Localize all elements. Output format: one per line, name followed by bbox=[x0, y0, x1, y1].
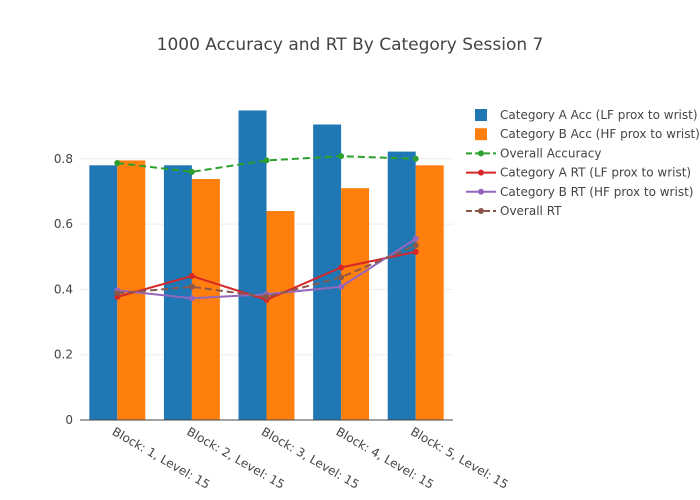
legend: Category A Acc (LF prox to wrist) Categor… bbox=[466, 108, 700, 218]
bar-category-b-acc bbox=[266, 211, 295, 420]
legend-swatch-marker bbox=[478, 188, 484, 195]
bar-category-b-acc bbox=[341, 188, 370, 420]
y-tick-label: 0.4 bbox=[54, 282, 73, 296]
legend-label: Overall Accuracy bbox=[500, 146, 601, 160]
bar-category-a-acc bbox=[89, 165, 118, 420]
y-tick-label: 0.2 bbox=[54, 348, 73, 362]
point-overall-accuracy bbox=[412, 155, 419, 162]
legend-swatch-marker bbox=[478, 208, 484, 214]
series-line-overall-rt bbox=[117, 244, 417, 298]
legend-item: Category B RT (HF prox to wrist) bbox=[466, 185, 693, 199]
y-tick-label: 0.6 bbox=[54, 217, 73, 231]
y-tick-label: 0 bbox=[65, 413, 73, 427]
legend-item: Category A Acc (LF prox to wrist) bbox=[475, 108, 698, 122]
point-overall-accuracy bbox=[263, 157, 270, 164]
point-category-a-rt bbox=[188, 273, 195, 279]
legend-swatch-marker bbox=[478, 169, 484, 176]
series-line-overall-accuracy bbox=[117, 155, 416, 173]
point-overall-rt bbox=[263, 293, 270, 300]
point-overall-accuracy bbox=[188, 168, 195, 175]
legend-swatch bbox=[475, 109, 487, 121]
point-overall-accuracy bbox=[114, 160, 121, 167]
bar-category-a-acc bbox=[238, 110, 267, 421]
point-category-b-rt bbox=[412, 235, 419, 242]
point-overall-rt bbox=[412, 242, 419, 249]
legend-swatch-marker bbox=[478, 150, 484, 157]
point-category-b-rt bbox=[338, 283, 345, 290]
point-category-a-rt bbox=[338, 264, 345, 271]
point-category-a-rt bbox=[412, 248, 419, 255]
point-overall-rt bbox=[338, 274, 345, 281]
legend-swatch bbox=[475, 128, 487, 141]
legend-item: Category B Acc (HF prox to wrist) bbox=[475, 127, 700, 141]
chart-title: 1000 Accuracy and RT By Category Session… bbox=[157, 35, 544, 55]
legend-label: Overall RT bbox=[500, 204, 562, 218]
legend-item: Overall Accuracy bbox=[466, 146, 601, 160]
bar-category-a-acc bbox=[163, 165, 192, 420]
legend-item: Overall RT bbox=[466, 204, 562, 218]
line-layer bbox=[114, 153, 419, 303]
bar-layer bbox=[89, 110, 444, 421]
point-overall-accuracy bbox=[338, 153, 345, 160]
legend-item: Category A RT (LF prox to wrist) bbox=[466, 166, 691, 180]
bar-category-a-acc bbox=[313, 124, 342, 420]
legend-label: Category B RT (HF prox to wrist) bbox=[500, 185, 693, 199]
bar-category-b-acc bbox=[415, 165, 444, 420]
point-overall-rt bbox=[188, 283, 195, 290]
point-overall-rt bbox=[114, 290, 121, 297]
bar-category-b-acc bbox=[191, 179, 220, 420]
point-category-b-rt bbox=[188, 295, 195, 302]
legend-label: Category A RT (LF prox to wrist) bbox=[500, 166, 691, 180]
legend-label: Category A Acc (LF prox to wrist) bbox=[500, 108, 698, 122]
bar-category-a-acc bbox=[387, 151, 416, 420]
legend-label: Category B Acc (HF prox to wrist) bbox=[500, 127, 700, 141]
y-tick-label: 0.8 bbox=[54, 152, 73, 166]
